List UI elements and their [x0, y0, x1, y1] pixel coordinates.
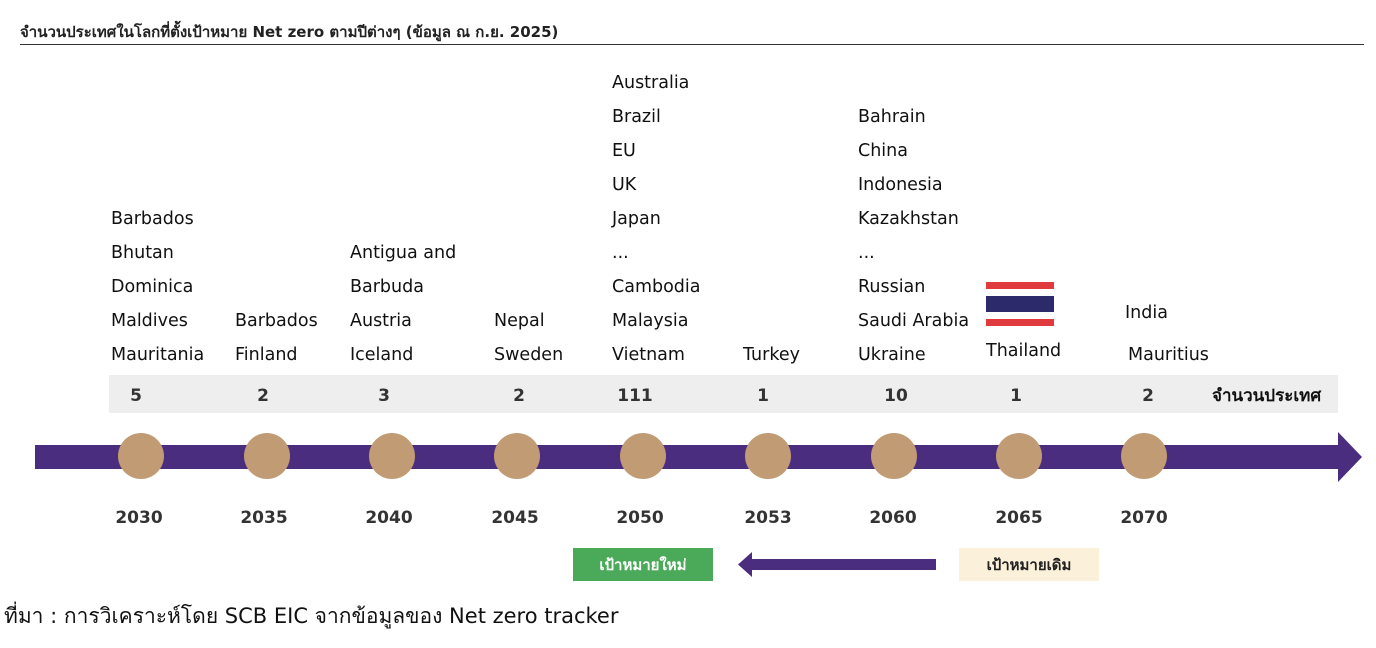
count-value: 2	[257, 386, 269, 406]
year-label: 2065	[995, 508, 1043, 528]
country-label: Sweden	[494, 345, 564, 365]
country-label: Mauritius	[1128, 345, 1209, 365]
new-target-tag: เป้าหมายใหม่	[573, 548, 713, 581]
count-value: 5	[130, 386, 142, 406]
country-label: UK	[612, 175, 637, 195]
count-value: 1	[757, 386, 769, 406]
country-label: Bahrain	[858, 107, 926, 127]
countries-2060: Bahrain China Indonesia Kazakhstan ... R…	[858, 0, 1018, 372]
country-label: Barbados	[111, 209, 194, 229]
country-label: Dominica	[111, 277, 194, 297]
count-value: 3	[378, 386, 390, 406]
year-label: 2053	[744, 508, 792, 528]
country-label: Thailand	[986, 341, 1062, 361]
country-label: Russian	[858, 277, 926, 297]
title-divider	[20, 44, 1364, 45]
countries-2065: Thailand	[986, 0, 1146, 368]
source-note: ที่มา : การวิเคราะห์โดย SCB EIC จากข้อมู…	[4, 604, 619, 628]
countries-2070: India Mauritius	[1125, 0, 1285, 372]
thailand-flag-icon	[986, 282, 1054, 326]
shift-arrow-bar	[752, 559, 936, 570]
count-value: 2	[513, 386, 525, 406]
timeline-node-2035	[244, 433, 290, 479]
timeline-node-2053	[745, 433, 791, 479]
countries-2030: Barbados Bhutan Dominica Maldives Maurit…	[111, 0, 271, 372]
country-label: Australia	[612, 73, 690, 93]
old-target-tag: เป้าหมายเดิม	[959, 548, 1099, 581]
countries-2050: Australia Brazil EU UK Japan ... Cambodi…	[612, 0, 772, 372]
count-value: 2	[1142, 386, 1154, 406]
country-label: Austria	[350, 311, 412, 331]
country-label: China	[858, 141, 908, 161]
countries-2040: Antigua and Barbuda Austria Iceland	[350, 0, 510, 372]
timeline-node-2065	[996, 433, 1042, 479]
country-label: Cambodia	[612, 277, 701, 297]
year-label: 2060	[869, 508, 917, 528]
countries-2035: Barbados Finland	[235, 0, 395, 372]
shift-arrow-left-icon	[738, 552, 752, 577]
country-label: EU	[612, 141, 636, 161]
country-label: Turkey	[743, 345, 800, 365]
country-label: Brazil	[612, 107, 661, 127]
year-label: 2030	[115, 508, 163, 528]
timeline-node-2060	[871, 433, 917, 479]
country-label: ...	[612, 243, 629, 263]
country-label: Saudi Arabia	[858, 311, 970, 331]
count-value: 10	[884, 386, 908, 406]
count-axis-label: จำนวนประเทศ	[1212, 386, 1322, 406]
country-label: ...	[858, 243, 875, 263]
country-label: Malaysia	[612, 311, 689, 331]
countries-2053: Turkey	[743, 0, 903, 372]
timeline-node-2040	[369, 433, 415, 479]
country-label: Indonesia	[858, 175, 943, 195]
country-label: India	[1125, 303, 1168, 323]
year-label: 2040	[365, 508, 413, 528]
timeline-node-2050	[620, 433, 666, 479]
year-label: 2035	[240, 508, 288, 528]
country-label: Finland	[235, 345, 298, 365]
country-label: Bhutan	[111, 243, 174, 263]
chart-title: จำนวนประเทศในโลกที่ตั้งเป้าหมาย Net zero…	[20, 23, 559, 41]
count-value: 1	[1010, 386, 1022, 406]
country-label: Iceland	[350, 345, 414, 365]
timeline-node-2045	[494, 433, 540, 479]
country-label: Barbados	[235, 311, 318, 331]
year-label: 2045	[491, 508, 539, 528]
timeline-arrowhead	[1338, 432, 1362, 482]
country-label: Nepal	[494, 311, 545, 331]
country-label: Barbuda	[350, 277, 424, 297]
country-label: Maldives	[111, 311, 188, 331]
year-label: 2050	[616, 508, 664, 528]
country-label: Ukraine	[858, 345, 926, 365]
count-value: 111	[617, 386, 653, 406]
country-label: Mauritania	[111, 345, 205, 365]
country-label: Japan	[612, 209, 661, 229]
year-label: 2070	[1120, 508, 1168, 528]
countries-2045: Nepal Sweden	[494, 0, 654, 372]
timeline-node-2030	[118, 433, 164, 479]
count-band	[109, 375, 1338, 413]
country-label: Vietnam	[612, 345, 685, 365]
country-label: Antigua and	[350, 243, 457, 263]
timeline-node-2070	[1121, 433, 1167, 479]
country-label: Kazakhstan	[858, 209, 959, 229]
